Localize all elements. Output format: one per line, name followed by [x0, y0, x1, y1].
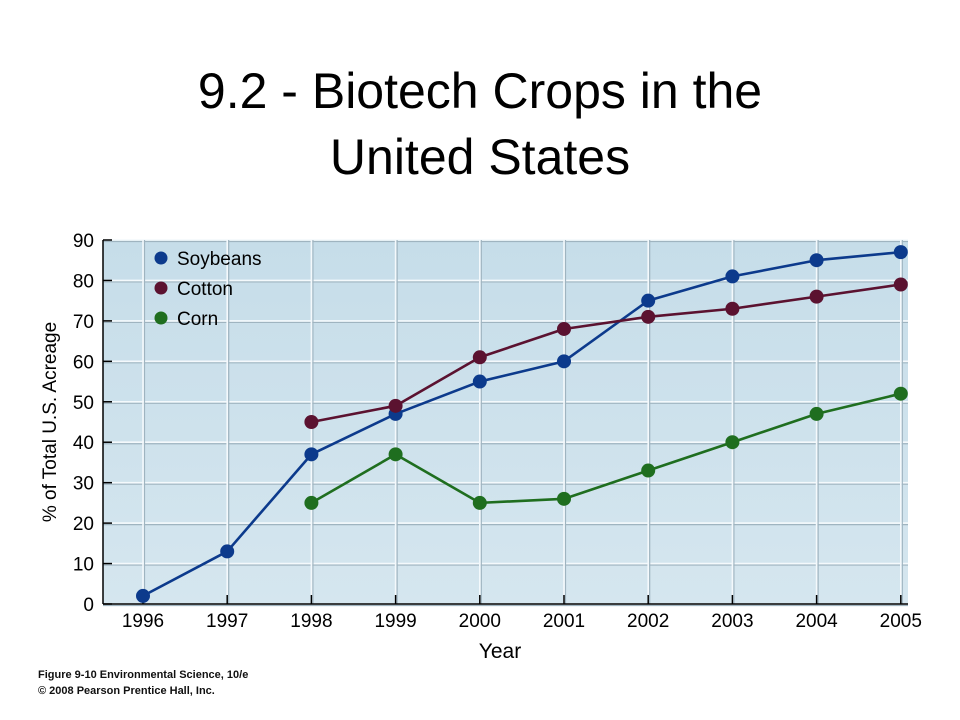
- data-point: [388, 398, 403, 413]
- data-point: [557, 491, 571, 506]
- x-tick-label: 2001: [543, 611, 585, 632]
- series: [136, 245, 908, 603]
- data-point: [809, 253, 824, 268]
- data-point: [304, 447, 319, 462]
- y-tick-label: 40: [73, 433, 94, 454]
- data-point: [641, 293, 656, 308]
- legend-marker: [154, 311, 168, 325]
- legend-label: Soybeans: [177, 249, 262, 270]
- y-tick-label: 50: [73, 393, 94, 414]
- x-tick-label: 1997: [206, 611, 248, 632]
- data-point: [304, 415, 319, 429]
- data-point: [472, 495, 487, 510]
- data-point: [893, 386, 908, 401]
- y-axis-label: % of Total U.S. Acreage: [40, 322, 61, 522]
- x-tick-label: 2005: [880, 611, 922, 632]
- data-point: [304, 495, 319, 510]
- data-point: [809, 289, 824, 304]
- title-line-2: United States: [329, 129, 631, 185]
- x-axis-label: Year: [479, 640, 521, 663]
- data-point: [136, 588, 150, 603]
- series-corn: [304, 386, 908, 510]
- axes: 0 10 20 30 40 50 60 70 80 90 1996 1997 1998 1999 2000 2…: [73, 231, 922, 632]
- series-cotton: [304, 277, 908, 429]
- grid: [103, 239, 908, 607]
- series-line: [142, 250, 901, 598]
- data-point: [472, 374, 487, 389]
- data-point: [893, 277, 908, 292]
- data-point: [809, 406, 824, 421]
- y-tick-label: 0: [83, 595, 94, 616]
- x-tick-label: 2003: [711, 611, 753, 632]
- x-tick-label: 2002: [627, 611, 669, 632]
- legend: Soybeans Cotton Corn: [154, 249, 262, 330]
- legend-label: Corn: [177, 309, 218, 330]
- data-point: [725, 269, 740, 284]
- data-point: [557, 354, 571, 369]
- series-line: [310, 392, 902, 505]
- data-point: [388, 447, 403, 462]
- x-tick-label: 1998: [290, 611, 332, 632]
- y-tick-label: 80: [73, 271, 94, 292]
- data-point: [472, 350, 487, 365]
- series-line: [311, 283, 901, 424]
- legend-label: Cotton: [177, 279, 233, 300]
- y-tick-label: 20: [73, 514, 94, 535]
- y-tick-label: 60: [73, 352, 94, 373]
- y-tick-label: 10: [73, 555, 94, 576]
- figure-credit: Figure 9-10 Environmental Science, 10/e: [38, 669, 249, 681]
- y-tick-label: 30: [73, 474, 94, 495]
- legend-marker: [154, 281, 168, 295]
- title-line-1: 9.2 - Biotech Crops in the: [197, 63, 763, 119]
- x-tick-label: 2004: [795, 611, 838, 632]
- data-point: [220, 544, 235, 559]
- plot-area: [103, 240, 908, 604]
- legend-marker: [154, 251, 168, 265]
- x-tick-label: 1996: [122, 611, 164, 632]
- copyright-credit: © 2008 Pearson Prentice Hall, Inc.: [38, 685, 215, 697]
- data-point: [725, 435, 740, 450]
- data-point: [641, 309, 656, 324]
- y-tick-label: 70: [73, 312, 94, 333]
- y-tick-label: 90: [73, 231, 94, 252]
- x-tick-label: 2000: [459, 611, 501, 632]
- x-tick-label: 1999: [374, 611, 416, 632]
- data-point: [641, 463, 656, 478]
- slide-title: 9.2 - Biotech Crops in the United States: [0, 58, 960, 190]
- data-point: [725, 301, 740, 316]
- data-point: [557, 321, 571, 336]
- data-point: [893, 245, 908, 260]
